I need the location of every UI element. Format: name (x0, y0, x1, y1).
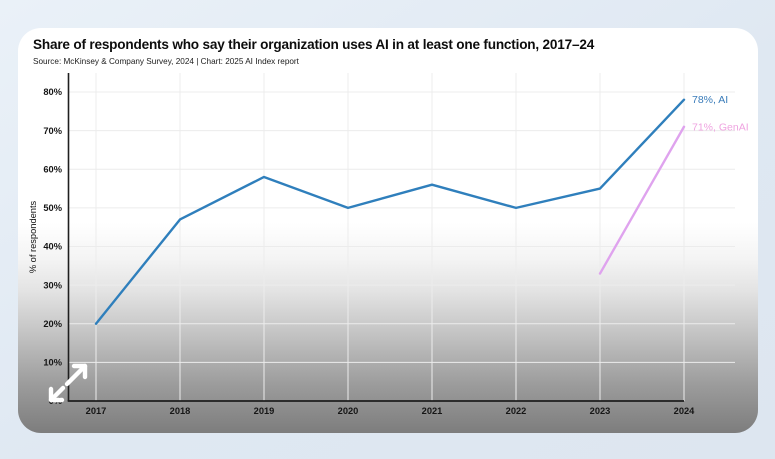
x-tick-label: 2018 (170, 406, 191, 416)
ai-end-label: 78%, AI (692, 94, 728, 106)
chart-card (18, 28, 758, 433)
x-tick-label: 2020 (338, 406, 359, 416)
genai-line (598, 125, 686, 275)
x-tick-label: 2024 (674, 406, 696, 416)
ai-line (94, 98, 686, 325)
x-tick-label: 2019 (254, 406, 275, 416)
genai-end-label: 71%, GenAI (692, 121, 749, 133)
x-tick-label: 2017 (86, 406, 107, 416)
chart-source: Source: McKinsey & Company Survey, 2024 … (33, 57, 299, 66)
x-tick-label: 2022 (506, 406, 527, 416)
chart-title: Share of respondents who say their organ… (33, 37, 595, 52)
y-tick-label: 40% (43, 242, 62, 252)
y-tick-label: 20% (43, 319, 62, 329)
y-tick-label: 50% (43, 203, 62, 213)
y-tick-label: 10% (43, 358, 62, 368)
y-tick-label: 70% (43, 126, 62, 136)
y-tick-label: 30% (43, 280, 62, 290)
expand-arrows-icon[interactable] (42, 351, 94, 407)
x-tick-label: 2023 (590, 406, 611, 416)
y-tick-label: 60% (43, 164, 62, 174)
y-axis-title: % of respondents (28, 200, 38, 273)
y-tick-label: 80% (43, 87, 62, 97)
x-tick-label: 2021 (422, 406, 443, 416)
